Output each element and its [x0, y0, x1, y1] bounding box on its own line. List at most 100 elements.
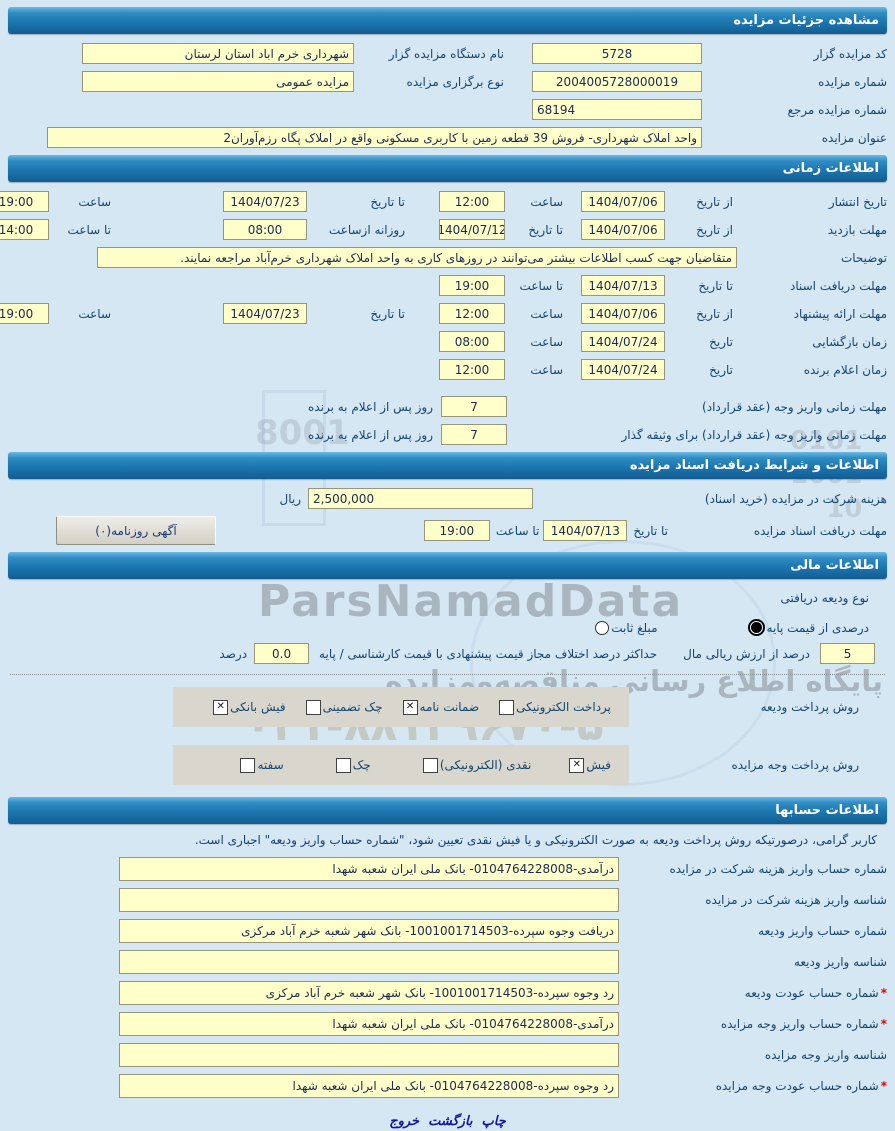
row-account-auction-pay: * شماره حساب واریز وجه مزایده درآمدی-010…	[8, 1012, 887, 1036]
checkbox-option-receipt[interactable]: فیش	[569, 757, 611, 773]
publish-to-time-field[interactable]: 19:00	[0, 191, 49, 212]
auction-title-field[interactable]: واحد املاک شهرداری- فروش 39 قطعه زمین با…	[47, 127, 702, 148]
notes-field[interactable]: متقاضیان جهت کسب اطلاعات بیشتر می‌توانند…	[97, 247, 737, 268]
payment-deadline-contract-field[interactable]: 7	[441, 396, 507, 417]
account-auction-pay-field[interactable]: درآمدی-0104764228008- بانک ملی ایران شعب…	[119, 1012, 619, 1036]
hour-label: ساعت	[530, 306, 563, 321]
row-bidder-code: کد مزایده گزار 5728 نام دستگاه مزایده گز…	[8, 43, 887, 64]
row-deposit-percent: 5 درصد از ارزش ریالی مال حداکثر درصد اخت…	[8, 643, 887, 664]
checkbox-option-promissory-note[interactable]: سفته	[240, 757, 284, 773]
section-bar-doc-conditions: اطلاعات و شرایط دریافت اسناد مزایده	[8, 452, 887, 479]
checkbox-label: فیش	[586, 758, 611, 772]
row-account-fee-id: شناسه واریز هزینه شرکت در مزایده	[8, 888, 887, 912]
to-hour-label: تا ساعت	[519, 278, 563, 293]
row-notes: توضیحات متقاضیان جهت کسب اطلاعات بیشتر م…	[8, 247, 887, 268]
checkbox-option-check[interactable]: چک	[335, 757, 371, 773]
deposit-type-label: نوع ودیعه دریافتی	[780, 591, 869, 605]
max-diff-label: حداکثر درصد اختلاف مجاز قیمت پیشنهادی با…	[319, 646, 658, 661]
to-date-label: تا تاریخ	[528, 222, 563, 237]
radio-fixed-amount[interactable]	[595, 620, 610, 635]
radio-option-percent-of-base[interactable]: درصدی از قیمت پایه	[747, 619, 869, 636]
doc-purchase-to-time-field[interactable]: 19:00	[423, 520, 490, 541]
checkbox-electronic-payment[interactable]	[499, 699, 515, 715]
publish-to-date-field[interactable]: 1404/07/23	[223, 191, 307, 212]
doc-purchase-deadline-label: مهلت دریافت اسناد مزایده	[753, 523, 887, 538]
exit-link[interactable]: خروج	[389, 1114, 420, 1129]
row-publish-date: تاریخ انتشار از تاریخ 1404/07/06 ساعت 12…	[0, 191, 887, 212]
auction-number-field[interactable]: 2004005728000019	[532, 71, 702, 92]
hour-label: ساعت	[78, 306, 111, 321]
doc-receive-deadline-label: مهلت دریافت اسناد	[789, 278, 887, 293]
print-link[interactable]: چاپ	[481, 1114, 506, 1129]
radio-percent-of-base[interactable]	[747, 619, 765, 636]
account-deposit-return-field[interactable]: رد وجوه سپرده-1001001714503- بانک شهر شع…	[119, 981, 619, 1005]
page-title: مشاهده جزئیات مزایده	[733, 13, 879, 28]
visit-to-time-field[interactable]: 14:00	[0, 219, 49, 240]
account-auction-pay-label: * شماره حساب واریز وجه مزایده	[619, 1017, 887, 1031]
account-fee-id-label: شناسه واریز هزینه شرکت در مزایده	[619, 893, 887, 907]
auction-title-label: عنوان مزایده	[821, 130, 887, 145]
account-deposit-id-field[interactable]	[119, 950, 619, 974]
opening-time-field[interactable]: 08:00	[439, 331, 505, 352]
opening-time-label: زمان بازگشایی	[812, 334, 887, 349]
label-text: شناسه واریز ودیعه	[793, 955, 887, 969]
opening-date-field[interactable]: 1404/07/24	[581, 331, 665, 352]
back-link[interactable]: بازگشت	[428, 1114, 473, 1129]
newspaper-ad-button[interactable]: آگهی روزنامه(۰)	[56, 516, 216, 545]
reference-number-field[interactable]: 68194	[532, 99, 702, 120]
account-fee-id-field[interactable]	[119, 888, 619, 912]
checkbox-option-bank-receipt[interactable]: فیش بانکی	[213, 699, 286, 715]
checkbox-check[interactable]	[335, 757, 351, 773]
radio-option-fixed-amount[interactable]: مبلغ ثابت	[595, 620, 658, 635]
account-auction-return-field[interactable]: رد وجوه سپرده-0104764228008- بانک ملی ای…	[119, 1074, 619, 1098]
agency-field[interactable]: شهرداری خرم اباد استان لرستان	[82, 43, 354, 64]
participation-fee-label: هزینه شرکت در مزایده (خرید اسناد)	[704, 491, 887, 506]
doc-receive-to-date-field[interactable]: 1404/07/13	[581, 275, 665, 296]
participation-fee-field[interactable]: 2,500,000	[308, 488, 533, 509]
checkbox-receipt[interactable]	[569, 757, 585, 773]
checkbox-option-electronic-payment[interactable]: پرداخت الکترونیکی	[499, 699, 611, 715]
checkbox-option-certified-check[interactable]: چک تضمینی	[305, 699, 383, 715]
required-asterisk: *	[880, 986, 887, 1000]
checkbox-guarantee-letter[interactable]	[402, 699, 418, 715]
offer-from-time-field[interactable]: 12:00	[439, 303, 505, 324]
row-winner-announce: زمان اعلام برنده تاریخ 1404/07/24 ساعت 1…	[8, 359, 887, 380]
publish-from-date-field[interactable]: 1404/07/06	[581, 191, 665, 212]
checkbox-cash-electronic[interactable]	[422, 757, 438, 773]
account-auction-id-field[interactable]	[119, 1043, 619, 1067]
date-label: تاریخ	[709, 362, 733, 377]
radio-fixed-label: مبلغ ثابت	[611, 620, 658, 635]
days-after-winner-label: روز پس از اعلام به برنده	[308, 427, 433, 442]
row-account-auction-return: * شماره حساب عودت وجه مزایده رد وجوه سپر…	[8, 1074, 887, 1098]
publish-from-time-field[interactable]: 12:00	[439, 191, 505, 212]
required-asterisk: *	[880, 1017, 887, 1031]
account-deposit-pay-field[interactable]: دریافت وجوه سپرده-1001001714503- بانک شه…	[119, 919, 619, 943]
offer-deadline-label: مهلت ارائه پیشنهاد	[793, 306, 887, 321]
offer-to-date-field[interactable]: 1404/07/23	[223, 303, 307, 324]
label-text: شماره حساب واریز هزینه شرکت در مزایده	[669, 862, 887, 876]
account-fee-deposit-field[interactable]: درآمدی-0104764228008- بانک ملی ایران شعب…	[119, 857, 619, 881]
checkbox-certified-check[interactable]	[305, 699, 321, 715]
bidder-code-field[interactable]: 5728	[532, 43, 702, 64]
visit-from-date-field[interactable]: 1404/07/06	[581, 219, 665, 240]
auction-number-label: شماره مزایده	[818, 74, 887, 89]
checkbox-promissory-note[interactable]	[240, 757, 256, 773]
offer-to-time-field[interactable]: 19:00	[0, 303, 49, 324]
doc-purchase-to-date-field[interactable]: 1404/07/13	[543, 520, 628, 541]
label-text: شماره حساب عودت ودیعه	[744, 986, 879, 1000]
checkbox-option-cash-electronic[interactable]: نقدی (الکترونیکی)	[422, 757, 532, 773]
hour-label: ساعت	[530, 334, 563, 349]
visit-to-date-field[interactable]: 1404/07/12	[439, 219, 505, 240]
auction-type-field[interactable]: مزایده عمومی	[82, 71, 354, 92]
payment-deadline-guarantor-field[interactable]: 7	[441, 424, 507, 445]
offer-from-date-field[interactable]: 1404/07/06	[581, 303, 665, 324]
checkbox-bank-receipt[interactable]	[213, 699, 229, 715]
checkbox-label: نقدی (الکترونیکی)	[439, 758, 532, 772]
doc-receive-to-time-field[interactable]: 19:00	[439, 275, 505, 296]
winner-date-field[interactable]: 1404/07/24	[581, 359, 665, 380]
checkbox-option-guarantee-letter[interactable]: ضمانت نامه	[402, 699, 479, 715]
deposit-percent-field[interactable]: 5	[820, 643, 875, 664]
max-diff-field[interactable]: 0.0	[254, 643, 310, 664]
winner-time-field[interactable]: 12:00	[439, 359, 505, 380]
visit-daily-from-time-field[interactable]: 08:00	[223, 219, 307, 240]
